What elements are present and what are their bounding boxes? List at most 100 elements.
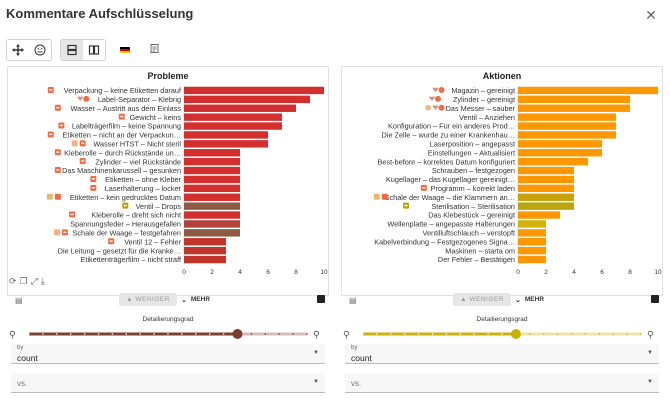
bar[interactable] [518, 104, 630, 112]
category-label: Ventilluftschlauch – verstopft [423, 228, 515, 237]
bar[interactable] [184, 166, 240, 175]
label-icon [46, 193, 61, 200]
detail-level-slider[interactable]: ⚲ ⚲ [341, 324, 663, 346]
zoom-out-icon[interactable]: ⚲ [343, 331, 350, 341]
by-select[interactable]: by count ▼ [345, 344, 659, 364]
category-label: Wellenplatte – angepasste Halterungen [387, 220, 515, 229]
bar[interactable] [184, 140, 268, 148]
slider-knob[interactable] [510, 329, 521, 339]
legend-toggle-icon[interactable] [651, 295, 659, 303]
bar[interactable] [184, 113, 282, 121]
label-icon [54, 149, 61, 156]
label-icon [403, 202, 410, 209]
legend-toggle-icon[interactable] [317, 295, 325, 303]
slider-step [56, 333, 58, 335]
less-button[interactable]: ▲ WENIGER [453, 293, 511, 306]
x-tick-label: 2 [544, 269, 548, 276]
bar[interactable] [518, 149, 602, 157]
dropdown-arrow-icon: ▼ [313, 350, 319, 356]
bar[interactable] [184, 229, 240, 237]
label-icon [47, 131, 54, 138]
zoom-in-icon[interactable]: ⚲ [313, 331, 320, 341]
bar[interactable] [184, 193, 240, 201]
x-tick-label: 4 [238, 269, 242, 276]
category-label: Programm – korrekt laden [431, 184, 515, 193]
more-button[interactable]: ⌄ MEHR [515, 293, 544, 306]
bar[interactable] [518, 122, 616, 130]
bar[interactable] [184, 86, 324, 95]
bar[interactable] [184, 122, 282, 130]
bar[interactable] [184, 202, 240, 210]
bar[interactable] [518, 86, 658, 95]
category-label: Zylinder – gereinigt [453, 95, 515, 104]
detail-label: Detailierungsgrad [476, 316, 528, 323]
layout-horizontal-icon[interactable] [83, 40, 105, 60]
slider-step [195, 333, 197, 335]
slider-step [598, 333, 601, 335]
bar[interactable] [518, 202, 574, 210]
refresh-icon[interactable]: ⟳ [9, 276, 20, 286]
document-icon[interactable]: ▤ [349, 296, 357, 305]
layout-vertical-icon[interactable] [61, 40, 83, 60]
category-label: Etiketten – kein gedrucktes Datum [70, 193, 181, 202]
slider-knob[interactable] [232, 329, 243, 339]
slider-step [626, 333, 628, 335]
problems-chart-panel: Probleme Verpackung – keine Etiketten da… [7, 66, 329, 296]
bar[interactable] [184, 184, 240, 193]
bar[interactable] [184, 175, 240, 184]
copy-icon[interactable]: ❐ [19, 276, 31, 286]
x-tick-label: 0 [516, 269, 520, 276]
bar[interactable] [518, 238, 546, 246]
more-button[interactable]: ⌄ MEHR [181, 293, 210, 306]
category-label: Kugellager – das Kugellager gereinigt… [386, 175, 515, 184]
detail-level-slider[interactable]: ⚲ ⚲ [7, 324, 329, 346]
bar[interactable] [184, 95, 310, 104]
bar[interactable] [184, 246, 226, 255]
bar[interactable] [184, 255, 226, 264]
vs-select[interactable]: vs. ▼ [11, 373, 325, 393]
zoom-in-icon[interactable]: ⚲ [647, 331, 654, 341]
by-select[interactable]: by count ▼ [11, 344, 325, 364]
bar[interactable] [518, 246, 546, 255]
expand-icon[interactable]: ⤢ [30, 276, 41, 286]
download-icon[interactable]: ⤓ [40, 276, 48, 286]
vs-select[interactable]: vs. ▼ [345, 373, 659, 393]
dropdown-arrow-icon: ▼ [647, 379, 653, 385]
bar[interactable] [518, 175, 574, 184]
bar[interactable] [518, 193, 574, 201]
category-label: Konfiguration – Für ein anderes Prod… [388, 122, 515, 131]
move-icon[interactable] [7, 40, 29, 60]
slider-step [529, 333, 531, 335]
zoom-out-icon[interactable]: ⚲ [9, 331, 16, 341]
category-label: Laserhalterung – locker [105, 184, 182, 193]
bar[interactable] [518, 184, 574, 193]
bar[interactable] [184, 238, 226, 246]
bar[interactable] [518, 229, 546, 237]
bar[interactable] [518, 166, 574, 175]
bar[interactable] [518, 140, 602, 148]
emoji-icon[interactable] [29, 40, 51, 60]
bar[interactable] [518, 131, 616, 139]
x-tick-label: 8 [628, 269, 632, 276]
bar[interactable] [518, 157, 588, 166]
bar[interactable] [184, 211, 240, 219]
flag-de-icon[interactable] [120, 46, 130, 54]
category-label: Einstellungen – Aktualisiert [428, 148, 515, 157]
bar[interactable] [518, 211, 560, 219]
slider-step [167, 333, 169, 335]
bar[interactable] [518, 220, 546, 228]
slider-step [42, 333, 44, 335]
bar[interactable] [518, 95, 630, 104]
category-label: Kabelverbindung – Festgezogenes Signa… [374, 237, 515, 246]
bar[interactable] [184, 220, 240, 228]
bar[interactable] [518, 113, 616, 121]
bar[interactable] [184, 149, 240, 157]
document-icon[interactable] [150, 44, 159, 56]
bar[interactable] [184, 104, 296, 112]
bar[interactable] [518, 255, 546, 264]
bar[interactable] [184, 157, 240, 166]
less-button[interactable]: ▲ WENIGER [119, 293, 177, 306]
bar[interactable] [184, 131, 268, 139]
document-icon[interactable]: ▤ [15, 296, 23, 305]
close-icon[interactable]: ✕ [645, 7, 657, 23]
